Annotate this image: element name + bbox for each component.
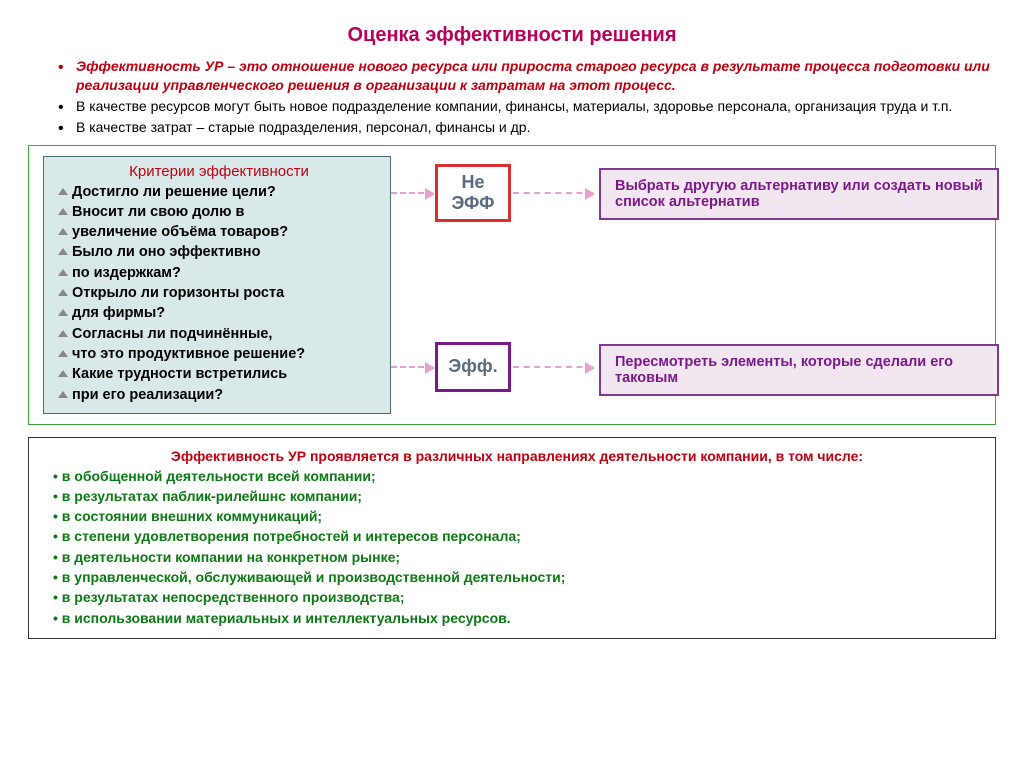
- bottom-item: в состоянии внешних коммуникаций;: [53, 506, 981, 526]
- criteria-item: Какие трудности встретились: [58, 364, 380, 384]
- criteria-item: для фирмы?: [58, 303, 380, 323]
- node-not-effective: Не ЭФФ: [435, 164, 511, 222]
- bottom-heading: Эффективность УР проявляется в различных…: [171, 448, 863, 464]
- diagram-container: Критерии эффективности Достигло ли решен…: [28, 145, 996, 425]
- criteria-item: по издержкам?: [58, 263, 380, 283]
- intro-line-3: В качестве затрат – старые подразделения…: [58, 118, 996, 137]
- arrow-icon: [391, 192, 433, 194]
- criteria-list: Достигло ли решение цели? Вносит ли свою…: [58, 182, 380, 405]
- criteria-item: Вносит ли свою долю в: [58, 202, 380, 222]
- arrow-icon: [513, 366, 593, 368]
- outcome-effective: Пересмотреть элементы, которые сделали е…: [599, 344, 999, 396]
- arrow-icon: [391, 366, 433, 368]
- page-title: Оценка эффективности решения: [28, 24, 996, 47]
- arrow-icon: [513, 192, 593, 194]
- bottom-item: в управленческой, обслуживающей и произв…: [53, 567, 981, 587]
- criteria-title: Критерии эффективности: [58, 163, 380, 180]
- criteria-item: что это продуктивное решение?: [58, 344, 380, 364]
- bottom-item: в степени удовлетворения потребностей и …: [53, 526, 981, 546]
- criteria-item: Было ли оно эффективно: [58, 242, 380, 262]
- bottom-box: Эффективность УР проявляется в различных…: [28, 437, 996, 639]
- bottom-item: в использовании материальных и интеллект…: [53, 608, 981, 628]
- criteria-item: увеличение объёма товаров?: [58, 222, 380, 242]
- criteria-item: при его реализации?: [58, 385, 380, 405]
- criteria-item: Согласны ли подчинённые,: [58, 324, 380, 344]
- intro-bullets: Эффективность УР – это отношение нового …: [58, 57, 996, 137]
- criteria-item: Открыло ли горизонты роста: [58, 283, 380, 303]
- bottom-list: в обобщенной деятельности всей компании;…: [53, 466, 981, 628]
- outcome-not-effective: Выбрать другую альтернативу или создать …: [599, 168, 999, 220]
- bottom-item: в результатах паблик-рилейшнс компании;: [53, 486, 981, 506]
- criteria-box: Критерии эффективности Достигло ли решен…: [43, 156, 391, 414]
- intro-line-2: В качестве ресурсов могут быть новое под…: [58, 97, 996, 116]
- bottom-item: в обобщенной деятельности всей компании;: [53, 466, 981, 486]
- bottom-item: в результатах непосредственного производ…: [53, 587, 981, 607]
- criteria-item: Достигло ли решение цели?: [58, 182, 380, 202]
- node-effective: Эфф.: [435, 342, 511, 392]
- bottom-item: в деятельности компании на конкретном ры…: [53, 547, 981, 567]
- intro-red-text: Эффективность УР – это отношение нового …: [76, 58, 990, 93]
